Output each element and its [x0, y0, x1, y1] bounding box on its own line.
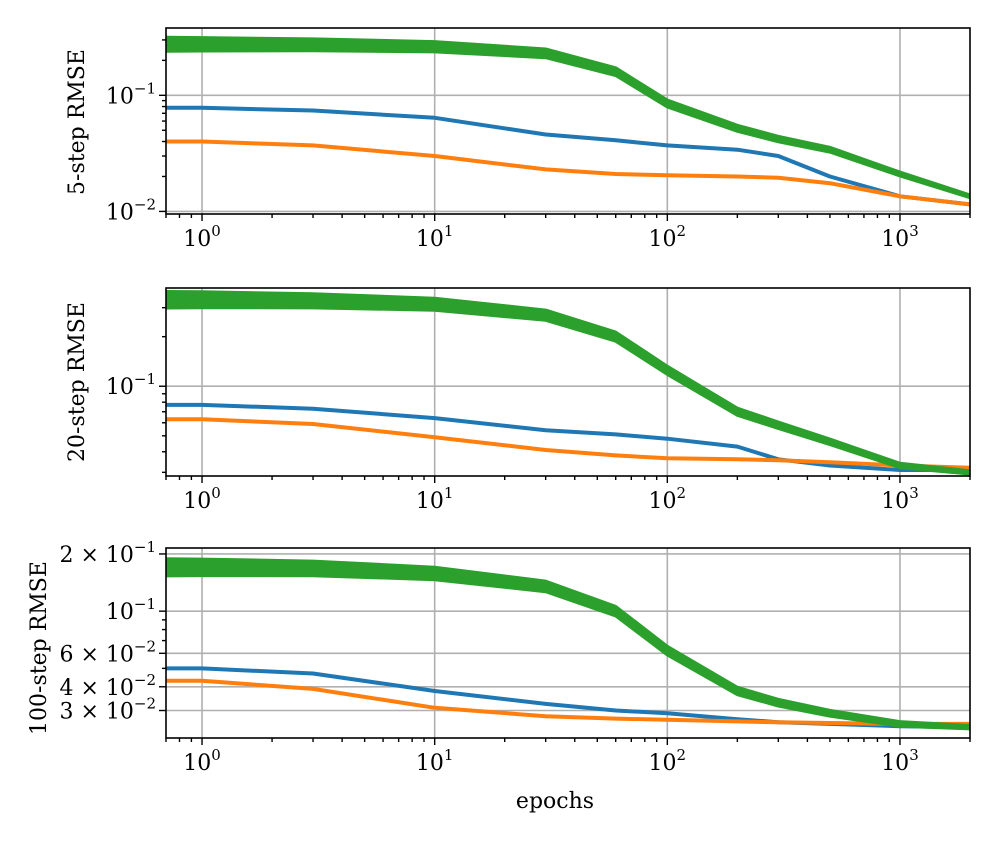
- series-group: [166, 35, 970, 207]
- series-line-blue: [166, 402, 970, 472]
- y-tick-label: 6 × 10−2: [59, 637, 156, 667]
- y-tick-label: 3 × 10−2: [59, 695, 156, 725]
- x-tick-exponent: 1: [444, 222, 454, 240]
- x-tick-label: 101: [416, 222, 454, 252]
- grid: [166, 28, 970, 214]
- x-tick-exponent: 3: [909, 222, 919, 240]
- y-tick-base: 4 × 10: [59, 676, 133, 701]
- y-tick-label: 2 × 10−1: [59, 538, 156, 568]
- series-line-orange: [166, 417, 970, 470]
- y-tick-base: 10: [106, 200, 134, 225]
- x-tick-base: 10: [183, 751, 211, 776]
- x-tick-base: 10: [881, 489, 909, 514]
- x-tick-base: 10: [183, 489, 211, 514]
- x-tick-label: 102: [649, 484, 687, 514]
- x-tick-exponent: 3: [909, 746, 919, 764]
- y-tick-label: 10−1: [106, 595, 156, 625]
- x-tick-base: 10: [881, 751, 909, 776]
- ylabel-100-step: 100-step RMSE: [27, 561, 52, 735]
- y-tick-label: 10−1: [106, 79, 156, 109]
- y-tick-exponent: −2: [134, 195, 156, 213]
- ticks: [159, 553, 971, 745]
- x-tick-label: 100: [183, 222, 221, 252]
- x-tick-base: 10: [649, 489, 677, 514]
- y-tick-exponent: −1: [134, 595, 156, 613]
- x-tick-base: 10: [416, 489, 444, 514]
- series-line-orange: [166, 139, 970, 207]
- x-tick-label: 103: [881, 484, 919, 514]
- y-tick-base: 2 × 10: [59, 543, 133, 568]
- x-tick-base: 10: [649, 751, 677, 776]
- x-tick-exponent: 0: [211, 484, 221, 502]
- y-tick-base: 10: [106, 600, 134, 625]
- y-tick-exponent: −2: [134, 637, 156, 655]
- series-group: [166, 557, 970, 731]
- series-line-green: [166, 290, 970, 473]
- y-tick-exponent: −2: [134, 671, 156, 689]
- y-tick-base: 10: [106, 375, 134, 400]
- x-tick-exponent: 2: [677, 222, 687, 240]
- x-tick-label: 103: [881, 222, 919, 252]
- series-line-blue: [166, 105, 970, 207]
- grid: [166, 288, 970, 476]
- x-tick-label: 101: [416, 484, 454, 514]
- ticks: [159, 39, 971, 221]
- series-line-orange: [166, 678, 970, 726]
- series-group: [166, 290, 970, 476]
- y-tick-exponent: −1: [134, 79, 156, 97]
- axes-frame: [165, 547, 971, 739]
- y-tick-base: 6 × 10: [59, 642, 133, 667]
- x-tick-base: 10: [416, 751, 444, 776]
- y-tick-label: 4 × 10−2: [59, 671, 156, 701]
- y-tick-base: 3 × 10: [59, 700, 133, 725]
- series-line-green: [166, 35, 970, 197]
- y-tick-label: 10−1: [106, 370, 156, 400]
- series-line-green: [166, 557, 970, 727]
- ylabel-20-step: 20-step RMSE: [65, 302, 90, 462]
- x-tick-base: 10: [183, 227, 211, 252]
- x-tick-exponent: 0: [211, 222, 221, 240]
- x-tick-label: 100: [183, 484, 221, 514]
- x-tick-base: 10: [881, 227, 909, 252]
- x-tick-label: 103: [881, 746, 919, 776]
- x-tick-base: 10: [649, 227, 677, 252]
- y-tick-exponent: −1: [134, 538, 156, 556]
- x-tick-label: 101: [416, 746, 454, 776]
- x-tick-exponent: 0: [211, 746, 221, 764]
- x-tick-base: 10: [416, 227, 444, 252]
- xlabel-epochs: epochs: [516, 789, 594, 814]
- y-tick-label: 10−2: [106, 195, 156, 225]
- x-tick-exponent: 2: [677, 746, 687, 764]
- x-tick-label: 100: [183, 746, 221, 776]
- x-tick-exponent: 2: [677, 484, 687, 502]
- x-tick-exponent: 1: [444, 484, 454, 502]
- x-tick-label: 102: [649, 222, 687, 252]
- x-tick-exponent: 1: [444, 746, 454, 764]
- axes-frame: [165, 287, 971, 477]
- x-tick-label: 102: [649, 746, 687, 776]
- y-tick-exponent: −2: [134, 695, 156, 713]
- ticks: [159, 306, 971, 483]
- x-tick-exponent: 3: [909, 484, 919, 502]
- y-tick-exponent: −1: [134, 370, 156, 388]
- y-tick-base: 10: [106, 84, 134, 109]
- ylabel-5-step: 5-step RMSE: [65, 49, 90, 195]
